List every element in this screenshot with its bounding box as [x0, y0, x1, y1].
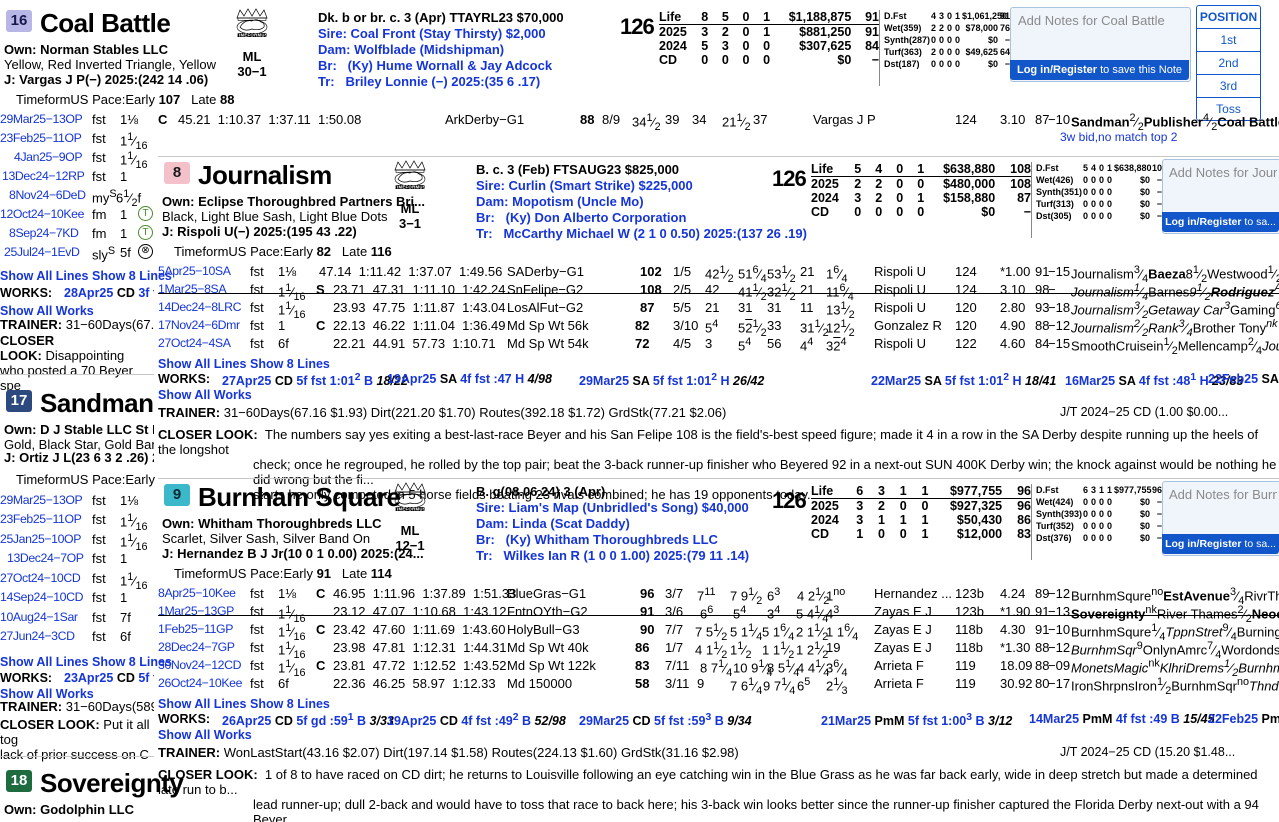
svg-text:TIMEFORMUS: TIMEFORMUS	[236, 32, 268, 37]
svg-text:TIMEFORMUS: TIMEFORMUS	[394, 506, 426, 511]
svg-text:TIMEFORMUS: TIMEFORMUS	[394, 184, 426, 189]
